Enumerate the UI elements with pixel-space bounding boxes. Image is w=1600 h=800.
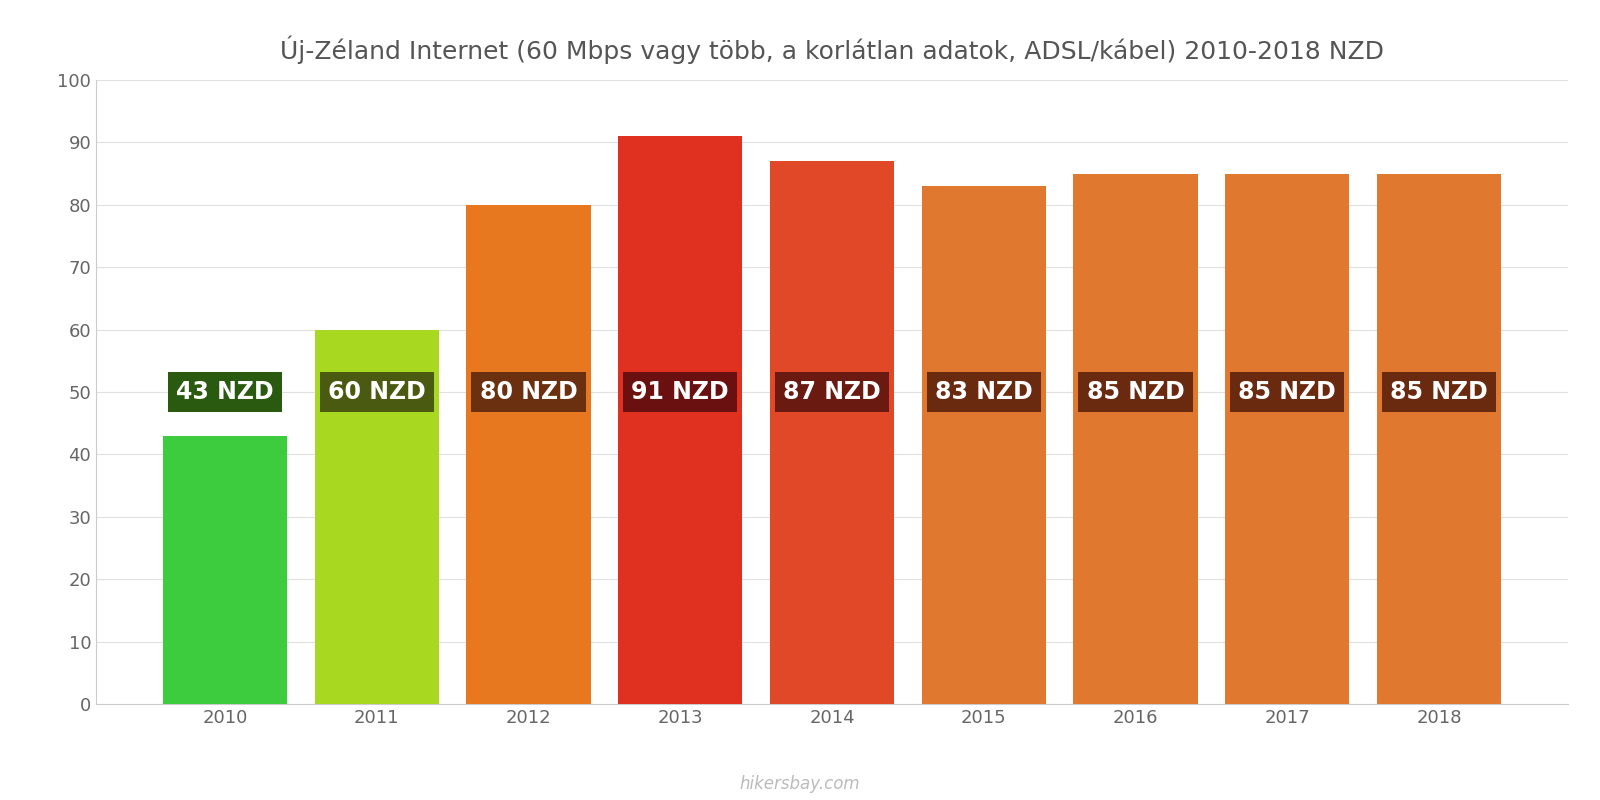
- Text: hikersbay.com: hikersbay.com: [739, 775, 861, 793]
- Text: 85 NZD: 85 NZD: [1086, 380, 1184, 404]
- Bar: [163, 436, 288, 704]
- Text: 87 NZD: 87 NZD: [782, 380, 882, 404]
- Bar: [770, 161, 894, 704]
- Bar: [1074, 174, 1198, 704]
- Text: 91 NZD: 91 NZD: [632, 380, 730, 404]
- Text: 85 NZD: 85 NZD: [1390, 380, 1488, 404]
- Text: 43 NZD: 43 NZD: [176, 380, 274, 404]
- Bar: [922, 186, 1046, 704]
- Title: Új-Zéland Internet (60 Mbps vagy több, a korlátlan adatok, ADSL/kábel) 2010-2018: Új-Zéland Internet (60 Mbps vagy több, a…: [280, 36, 1384, 64]
- Bar: [1226, 174, 1349, 704]
- Bar: [466, 205, 590, 704]
- Bar: [618, 136, 742, 704]
- Bar: [315, 330, 438, 704]
- Text: 85 NZD: 85 NZD: [1238, 380, 1336, 404]
- Text: 80 NZD: 80 NZD: [480, 380, 578, 404]
- Bar: [1376, 174, 1501, 704]
- Text: 60 NZD: 60 NZD: [328, 380, 426, 404]
- Text: 83 NZD: 83 NZD: [934, 380, 1032, 404]
